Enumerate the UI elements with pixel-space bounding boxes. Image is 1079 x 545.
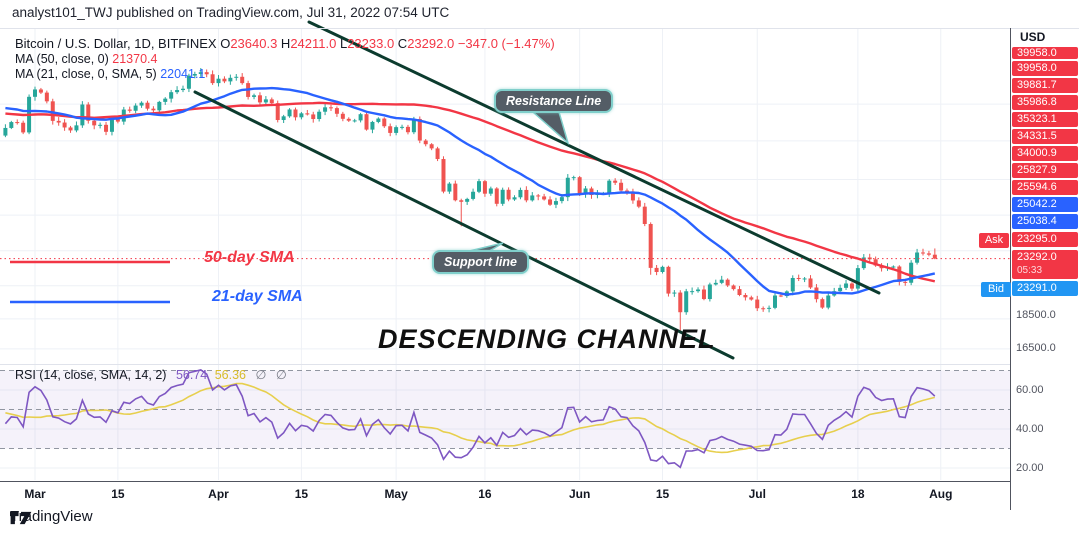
price-tag[interactable]: 25042.2 [1012,197,1078,212]
rsi-empty-icon: ∅ [255,368,267,382]
rsi-legend: RSI (14, close, SMA, 14, 2) 56.74 56.36 … [15,367,287,382]
ma21-value: 22041.1 [160,67,206,81]
axis-date-label: Mar [24,487,46,501]
ohlc-values: O23640.3 H24211.0 L23233.0 C23292.0 [220,36,455,51]
rsi-empty-icon: ∅ [275,368,287,382]
axis-price-label: 20.00 [1016,462,1044,474]
axis-date-label: May [384,487,408,501]
ma50-label: MA (50, close, 0) [15,52,109,66]
axis-date-label: Aug [929,487,953,501]
price-tag[interactable]: 23295.0 [1012,232,1078,247]
axis-date-label: 15 [294,487,309,501]
sma21-text-label[interactable]: 21-day SMA [212,288,303,305]
price-tag[interactable]: 34000.9 [1012,146,1078,161]
price-tag[interactable]: 35323.1 [1012,112,1078,127]
axis-date-label: 15 [111,487,125,501]
bar-countdown: 05:33 [1017,265,1043,276]
ma21-legend: MA (21, close, 0, SMA, 5) 22041.1 [15,67,205,81]
price-tag[interactable]: 25038.4 [1012,214,1078,229]
axis-date-label: Jul [748,487,766,501]
price-tag[interactable]: 39958.0 [1012,47,1078,59]
rsi-label: RSI (14, close, SMA, 14, 2) [15,368,167,382]
price-tag[interactable]: 39958.0 [1012,61,1078,76]
tradingview-logo[interactable]: TradingView [10,508,93,525]
symbol-legend: Bitcoin / U.S. Dollar, 1D, BITFINEX O236… [15,36,555,51]
rsi-signal-value: 56.36 [214,368,246,382]
bid-button[interactable]: Bid [981,282,1011,297]
axis-date-label: Jun [568,487,591,501]
price-tag[interactable]: 35986.8 [1012,95,1078,110]
resistance-line-callout[interactable]: Resistance Line [494,89,614,113]
time-axis-border [0,481,1011,482]
price-scale[interactable]: 39958.0 39958.0 39881.7 35986.8 35323.1 34331… [1012,0,1079,545]
price-tag[interactable]: 25594.6 [1012,180,1078,195]
price-tag[interactable]: 25827.9 [1012,163,1078,178]
ask-button[interactable]: Ask [979,233,1009,248]
rsi-value: 56.74 [175,368,208,382]
chart-top-border [0,28,1079,29]
axis-price-label: 40.00 [1016,423,1044,435]
axis-date-label: 15 [655,487,670,501]
ma21-label: MA (21, close, 0, SMA, 5) [15,67,157,81]
ma50-legend: MA (50, close, 0) 21370.4 [15,52,157,66]
symbol-title: Bitcoin / U.S. Dollar, 1D, BITFINEX [15,36,217,51]
ma50-value: 21370.4 [112,52,158,66]
publish-attribution: analyst101_TWJ published on TradingView.… [12,5,450,20]
support-line-callout[interactable]: Support line [432,250,529,274]
price-tag[interactable]: 39881.7 [1012,78,1078,93]
axis-price-label: 16500.0 [1016,342,1056,354]
axis-price-label: 18500.0 [1016,309,1056,321]
price-tag[interactable]: 23292.0 05:33 [1012,250,1078,279]
price-tag[interactable]: 34331.5 [1012,129,1078,144]
tradingview-logo-icon [10,511,32,525]
price-scale-border [1010,28,1011,510]
price-tag[interactable]: 23291.0 [1012,281,1078,296]
change-value: −347.0 (−1.47%) [457,36,555,51]
descending-channel-label[interactable]: DESCENDING CHANNEL [378,324,716,354]
axis-price-label: 60.00 [1016,384,1044,396]
price-scale-currency[interactable]: USD [1020,30,1046,44]
axis-date-label: Apr [208,487,229,501]
pane-separator [0,364,1010,365]
axis-date-label: 16 [478,487,492,501]
sma50-text-label[interactable]: 50-day SMA [204,249,295,266]
axis-date-label: 18 [851,487,865,501]
